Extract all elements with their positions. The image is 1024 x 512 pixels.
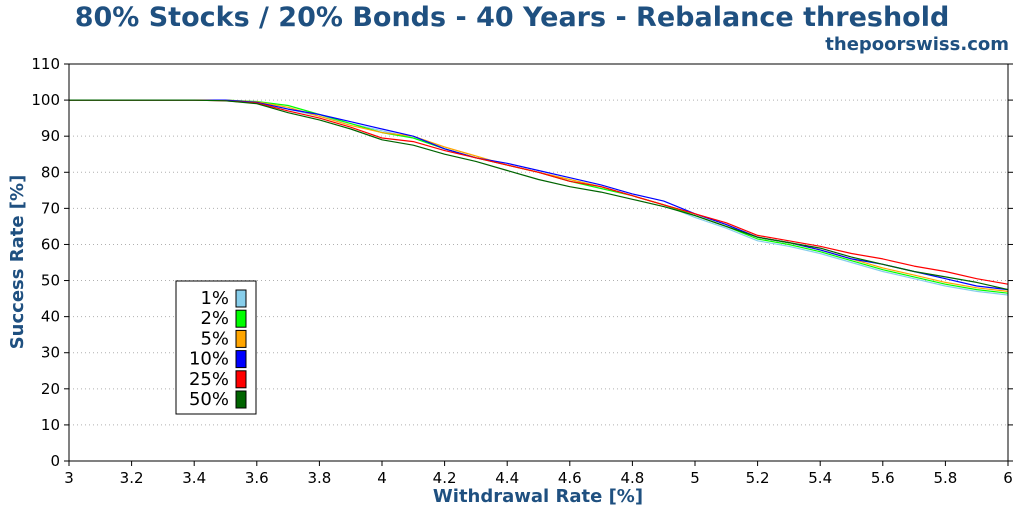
legend-swatch [235, 370, 247, 389]
legend-swatch [235, 350, 247, 369]
y-tick-label: 90 [41, 127, 60, 145]
x-tick-label: 6 [1003, 469, 1013, 487]
x-tick-label: 3.8 [307, 469, 331, 487]
legend-swatch [235, 309, 247, 328]
y-tick-label: 60 [41, 235, 60, 253]
legend-swatch [235, 390, 247, 409]
y-tick-label: 30 [41, 344, 60, 362]
x-tick-label: 5.6 [871, 469, 895, 487]
series-lines [69, 99, 1009, 296]
x-tick-label: 5.2 [746, 469, 770, 487]
legend: 1%2%5%10%25%50% [175, 280, 257, 415]
x-axis-label: Withdrawal Rate [%] [433, 486, 643, 507]
y-axis-label: Success Rate [%] [7, 175, 28, 350]
series-line-6 [69, 99, 1009, 291]
x-tick-label: 4.2 [433, 469, 457, 487]
legend-label: 50% [189, 389, 229, 410]
series-line-3 [69, 99, 1009, 292]
x-tick-label: 3 [64, 469, 74, 487]
series-line-2 [69, 99, 1009, 294]
y-tick-label: 20 [41, 380, 60, 398]
y-tick-label: 50 [41, 272, 60, 290]
y-tick-label: 80 [41, 163, 60, 181]
y-tick-label: 110 [31, 55, 60, 73]
y-tick-label: 10 [41, 416, 60, 434]
legend-swatch [235, 289, 247, 308]
chart-subtitle: thepoorswiss.com [825, 34, 1009, 55]
legend-label: 5% [200, 328, 229, 349]
plot-frame [68, 63, 1009, 462]
x-tick-label: 4 [377, 469, 387, 487]
x-tick-label: 5.4 [808, 469, 832, 487]
x-tick-label: 4.6 [558, 469, 582, 487]
legend-label: 1% [200, 288, 229, 309]
x-tick-label: 4.8 [620, 469, 644, 487]
x-tick-label: 3.6 [245, 469, 269, 487]
series-line-5 [69, 99, 1009, 285]
legend-swatch [235, 329, 247, 348]
series-line-4 [69, 99, 1009, 291]
x-tick-label: 3.2 [120, 469, 144, 487]
y-tick-label: 0 [50, 452, 60, 470]
legend-label: 10% [189, 349, 229, 370]
chart-title: 80% Stocks / 20% Bonds - 40 Years - Reba… [75, 2, 950, 33]
axis-ticks: 0 10 20 30 40 50 60 70 80 90 100 110 3 3.2 3.4 3.6 3.8 4 4… [31, 55, 1013, 487]
legend-label: 2% [200, 308, 229, 329]
y-tick-label: 40 [41, 308, 60, 326]
x-tick-label: 5.8 [933, 469, 957, 487]
legend-label: 25% [189, 369, 229, 390]
y-tick-label: 70 [41, 199, 60, 217]
y-tick-label: 100 [31, 91, 60, 109]
x-tick-label: 4.4 [495, 469, 519, 487]
x-tick-label: 5 [690, 469, 700, 487]
x-tick-label: 3.4 [182, 469, 206, 487]
